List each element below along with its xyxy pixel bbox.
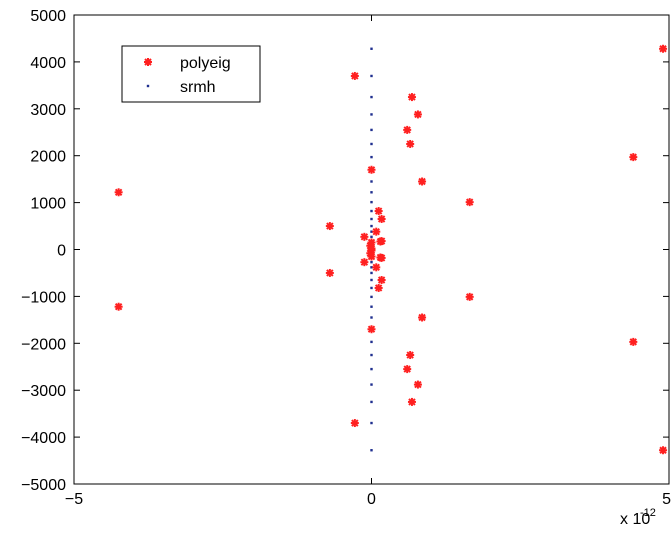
- x-tick-label: 5: [662, 491, 671, 508]
- polyeig-point: [377, 275, 386, 284]
- polyeig-point: [377, 237, 386, 246]
- srmh-point: [370, 260, 373, 264]
- x-axis-exponent-label: x 10 -12: [620, 507, 656, 528]
- srmh-point: [370, 200, 373, 204]
- srmh-point: [370, 353, 373, 357]
- y-tick-label: −1000: [21, 289, 66, 306]
- polyeig-point: [413, 110, 422, 119]
- polyeig-point: [465, 198, 474, 207]
- polyeig-point: [350, 419, 359, 428]
- srmh-point: [370, 316, 373, 319]
- srmh-point: [370, 271, 373, 275]
- srmh-point: [370, 180, 373, 183]
- series-polyeig: [114, 44, 668, 455]
- y-tick-label: 3000: [30, 102, 66, 119]
- polyeig-point: [377, 215, 386, 224]
- srmh-point: [370, 400, 373, 404]
- polyeig-point: [372, 227, 381, 236]
- srmh-point: [370, 128, 373, 132]
- srmh-point: [370, 217, 373, 221]
- polyeig-point: [629, 337, 638, 346]
- srmh-point: [370, 449, 373, 452]
- polyeig-point: [374, 283, 383, 292]
- srmh-point: [370, 74, 373, 78]
- polyeig-point: [418, 177, 427, 186]
- polyeig-point: [407, 93, 416, 102]
- srmh-point: [370, 340, 373, 344]
- srmh-point: [370, 95, 373, 99]
- srmh-point: [370, 142, 373, 146]
- srmh-point: [370, 47, 373, 50]
- polyeig-point: [403, 125, 412, 134]
- polyeig-point: [360, 232, 369, 241]
- y-tick-label: −3000: [21, 383, 66, 400]
- y-tick-label: 2000: [30, 149, 66, 166]
- polyeig-point: [659, 446, 668, 455]
- polyeig-point: [418, 313, 427, 322]
- srmh-point: [370, 278, 373, 282]
- legend-marker-polyeig: [144, 58, 152, 66]
- polyeig-point: [659, 44, 668, 53]
- x-tick-label: 0: [367, 491, 376, 508]
- srmh-point: [370, 191, 373, 194]
- y-tick-label: 4000: [30, 55, 66, 72]
- polyeig-point: [367, 252, 376, 261]
- polyeig-point: [367, 238, 376, 247]
- polyeig-point: [377, 253, 386, 262]
- x-tick-label: −5: [65, 491, 83, 508]
- polyeig-point: [367, 165, 376, 174]
- srmh-point: [370, 113, 373, 116]
- legend-label-polyeig: polyeig: [180, 55, 231, 72]
- x-scale-multiplier: x 10: [620, 511, 650, 528]
- x-scale-exponent: -12: [640, 507, 656, 519]
- legend-marker-srmh: [146, 84, 150, 88]
- polyeig-point: [413, 380, 422, 389]
- srmh-point: [370, 266, 373, 269]
- y-tick-label: −4000: [21, 430, 66, 447]
- polyeig-point: [372, 263, 381, 272]
- legend: polyeig srmh: [121, 45, 261, 103]
- polyeig-point: [360, 258, 369, 267]
- polyeig-point: [114, 302, 123, 311]
- y-tick-label: 0: [57, 243, 66, 260]
- srmh-point: [370, 224, 373, 228]
- y-tick-label: −5000: [21, 477, 66, 494]
- srmh-point: [370, 295, 373, 299]
- srmh-point: [370, 230, 373, 233]
- polyeig-point: [350, 71, 359, 80]
- srmh-point: [370, 286, 373, 290]
- polyeig-point: [367, 246, 376, 255]
- polyeig-point: [406, 351, 415, 360]
- y-tick-label: −2000: [21, 336, 66, 353]
- polyeig-point: [465, 292, 474, 301]
- srmh-point: [370, 367, 373, 371]
- y-tick-label: 1000: [30, 196, 66, 213]
- legend-box: [121, 45, 261, 103]
- plot-frame: [73, 14, 670, 485]
- polyeig-point: [403, 365, 412, 374]
- y-tick-label: 5000: [30, 8, 66, 25]
- srmh-point: [370, 383, 373, 386]
- polyeig-point: [325, 222, 334, 231]
- polyeig-point: [114, 188, 123, 197]
- axis-tick-labels: −5000 −4000 −3000 −2000 −1000 0 1000 2000 3000 40…: [21, 8, 671, 508]
- srmh-point: [370, 209, 373, 213]
- srmh-point: [370, 421, 373, 425]
- polyeig-point: [629, 153, 638, 162]
- polyeig-point: [367, 325, 376, 334]
- srmh-point: [370, 155, 373, 159]
- srmh-point: [370, 235, 373, 239]
- polyeig-point: [325, 268, 334, 277]
- polyeig-point: [407, 397, 416, 406]
- srmh-point: [370, 305, 373, 308]
- polyeig-point: [374, 207, 383, 216]
- polyeig-point: [406, 139, 415, 148]
- legend-label-srmh: srmh: [180, 79, 216, 96]
